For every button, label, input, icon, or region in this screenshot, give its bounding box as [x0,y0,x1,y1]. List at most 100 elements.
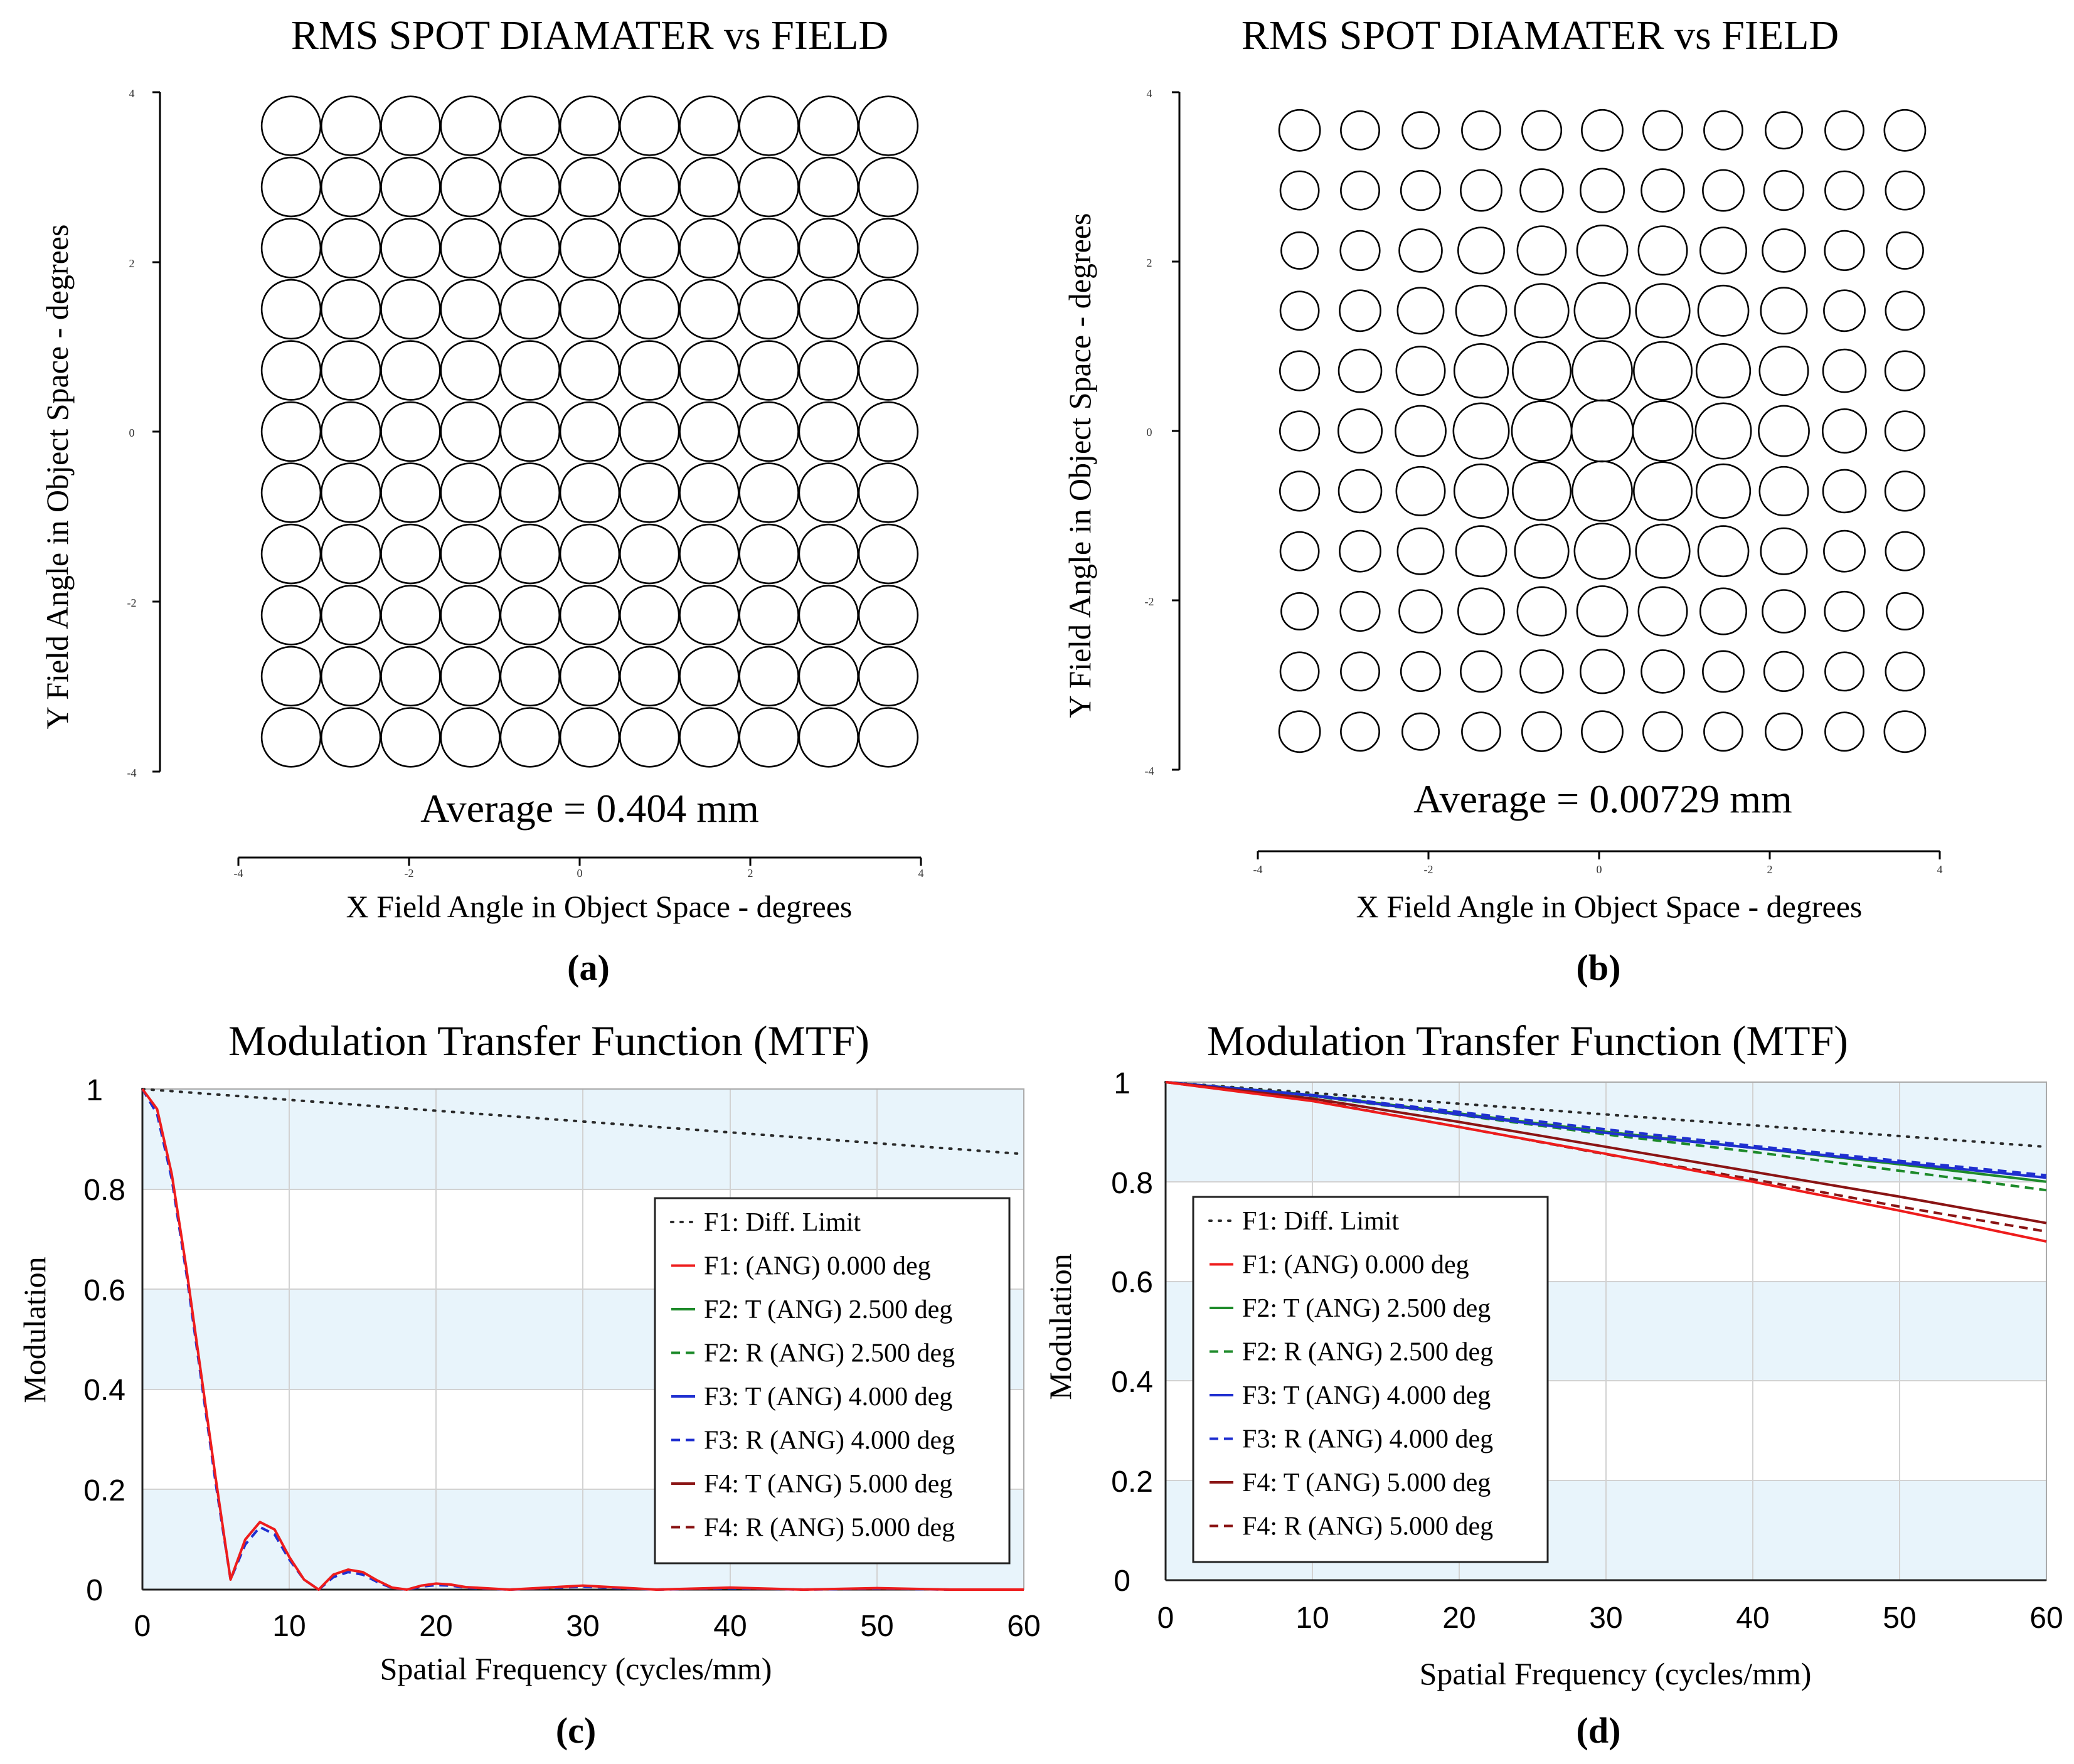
panel-d-y-axis-label: Modulation [1043,1253,1078,1400]
panel-c-y-ticks: 1 0.8 0.6 0.4 0.2 0 [83,1074,125,1607]
spot-circle [440,585,501,646]
spot-circle [1279,170,1320,211]
legend-label: F3: R (ANG) 4.000 deg [1242,1425,1493,1454]
spot-circle [260,462,322,523]
spot-circle [1885,531,1925,571]
spot-circle [559,646,620,707]
legend-label: F2: R (ANG) 2.500 deg [1242,1338,1493,1367]
spot-circle [559,585,620,646]
spot-circle [619,646,680,707]
spot-circle [738,218,799,279]
panel-d-x-tick-label: 30 [1589,1602,1622,1635]
spot-circle [380,585,441,646]
spot-circle [619,95,680,156]
panel-d-legend-entries: F1: Diff. Limit F1: (ANG) 0.000 deg F2: T … [1208,1207,1493,1541]
spot-circle [619,523,680,585]
panel-d-y-tick-label: 0.2 [1111,1465,1153,1499]
legend-label: F3: R (ANG) 4.000 deg [704,1427,955,1455]
spot-circle [1824,110,1864,151]
spot-circle [1279,651,1320,692]
spot-circle [1633,461,1693,521]
spot-circle [858,95,919,156]
legend-label: F4: R (ANG) 5.000 deg [704,1514,955,1543]
spot-circle [320,340,381,401]
spot-circle [1699,226,1748,275]
spot-circle [1758,405,1810,457]
spot-circle [380,218,441,279]
panel-b-x-axis: -4 -2 0 2 4 X Field Angle in Object Spac… [1253,850,1943,924]
mtf-curve [141,1088,1024,1591]
spot-circle [1521,711,1563,752]
spot-circle [619,585,680,646]
spot-circle [1571,460,1633,522]
spot-circle [619,340,680,401]
spot-circle [738,523,799,585]
spot-circle [499,707,560,768]
spot-circle [380,707,441,768]
spot-circle [1885,290,1925,331]
panel-c-y-tick-label: 0.2 [83,1474,125,1507]
spot-circle [1398,589,1443,634]
spot-circle [1460,169,1502,212]
spot-circle [858,156,919,218]
spot-circle [559,462,620,523]
panel-c-title: Modulation Transfer Function (MTF) [228,1017,869,1065]
panel-a-y-tick-label: -4 [127,767,137,779]
spot-circle [1760,527,1808,575]
spot-circle [1395,465,1446,516]
panel-b-x-tick-label: 4 [1937,863,1943,876]
spot-circle [260,218,322,279]
panel-d-x-tick-label: 40 [1736,1602,1769,1635]
spot-circle [798,95,859,156]
spot-circle [1581,109,1624,152]
legend-label: F1: Diff. Limit [1242,1207,1399,1236]
panel-c-x-axis-label: Spatial Frequency (cycles/mm) [380,1651,772,1686]
panel-b-label: (b) [1577,947,1621,988]
spot-circle [738,462,799,523]
spot-circle [1824,651,1864,692]
spot-circle [1452,402,1510,460]
spot-circle [858,707,919,768]
panel-a-title: RMS SPOT DIAMATER vs FIELD [291,13,888,58]
spot-circle [858,340,919,401]
panel-c-y-tick-label: 0.8 [83,1174,125,1207]
panel-b-spot-grid [1278,109,1927,753]
spot-circle [440,462,501,523]
panel-a-y-tick-label: 0 [129,427,135,439]
panel-b-y-tick-label: -2 [1145,595,1154,608]
spot-circle [380,279,441,340]
panel-d-x-tick-label: 60 [2029,1602,2063,1635]
panel-b-y-tick-label: 0 [1147,426,1152,438]
spot-circle [380,95,441,156]
spot-circle [858,218,919,279]
spot-circle [1884,470,1925,512]
spot-circle [679,462,740,523]
spot-circle [679,340,740,401]
spot-circle [380,646,441,707]
panel-c-x-tick-label: 30 [566,1610,599,1643]
spot-circle [1340,170,1380,211]
panel-b-title: RMS SPOT DIAMATER vs FIELD [1242,13,1839,58]
spot-circle [1340,651,1380,692]
spot-circle [1512,461,1572,521]
spot-circle [499,279,560,340]
spot-circle [499,585,560,646]
spot-circle [380,523,441,585]
panel-a-x-axis: -4 -2 0 2 4 X Field Angle in Object Spac… [234,856,924,924]
spot-circle [1339,529,1381,573]
spot-circle [1883,109,1927,152]
spot-circle [679,218,740,279]
panel-b-x-axis-label: X Field Angle in Object Space - degrees [1356,889,1863,924]
panel-a-y-tick-label: 2 [129,257,135,270]
spot-circle [619,279,680,340]
legend-label: F1: (ANG) 0.000 deg [1242,1251,1469,1280]
spot-circle [1694,402,1752,460]
spot-circle [619,218,680,279]
spot-circle [559,218,620,279]
spot-circle [679,585,740,646]
spot-circle [260,585,322,646]
spot-circle [1703,110,1743,151]
spot-circle [1824,170,1864,211]
spot-circle [1453,343,1509,399]
spot-circle [1763,651,1805,692]
